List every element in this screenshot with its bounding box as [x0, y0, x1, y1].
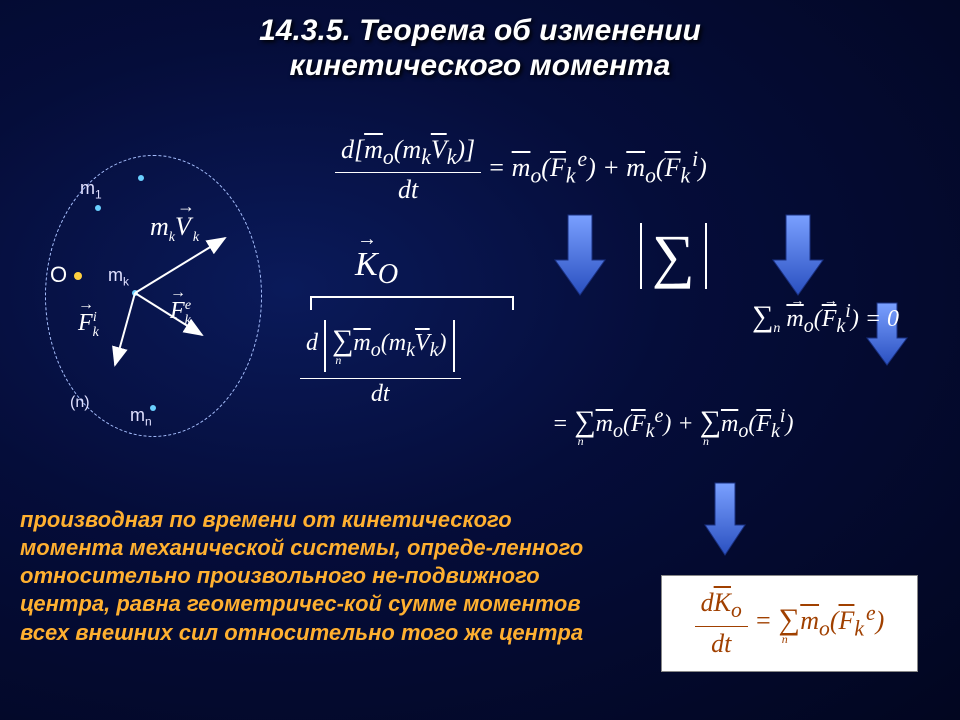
diagram-arrows: [30, 150, 280, 440]
equation-1: d[mo(mkVk)]dt = mo(Fke) + mo(Fki): [335, 135, 707, 205]
eq-sum-internal-zero: ∑n →mo(→Fki) = 0: [752, 300, 899, 338]
final-equation: dKodt = ∑n mo(Fke): [695, 588, 885, 658]
arrow-down-1: [550, 210, 610, 300]
label-Fke: →Fke: [170, 298, 191, 329]
arrow-down-2: [768, 210, 828, 300]
system-diagram: m1 O mk mk→Vk →Fke →Fki mn (n): [30, 150, 280, 440]
arrow-down-4: [700, 480, 750, 560]
label-n: (n): [70, 394, 90, 412]
equation-summed: d ∑n mo(mkVk) dt: [300, 320, 461, 408]
title-line-2: кинетического момента: [290, 49, 671, 82]
label-KO: →KO: [355, 246, 398, 291]
label-mn: mn: [130, 405, 152, 429]
equation-summed-rhs: = ∑n mo(Fke) + ∑n mo(Fki): [552, 405, 793, 449]
title-line-1: 14.3.5. Теорема об изменении: [259, 14, 701, 47]
final-result-box: dKodt = ∑n mo(Fke): [661, 575, 918, 672]
brace-KO: [310, 296, 514, 310]
theorem-statement: производная по времени от кинетического …: [20, 506, 610, 647]
slide-title: 14.3.5. Теорема об изменении кинетическо…: [0, 0, 960, 89]
sigma-large: ∑: [640, 222, 707, 291]
label-Fki: →Fki: [78, 310, 97, 341]
label-mkVk: mk→Vk: [150, 212, 199, 246]
